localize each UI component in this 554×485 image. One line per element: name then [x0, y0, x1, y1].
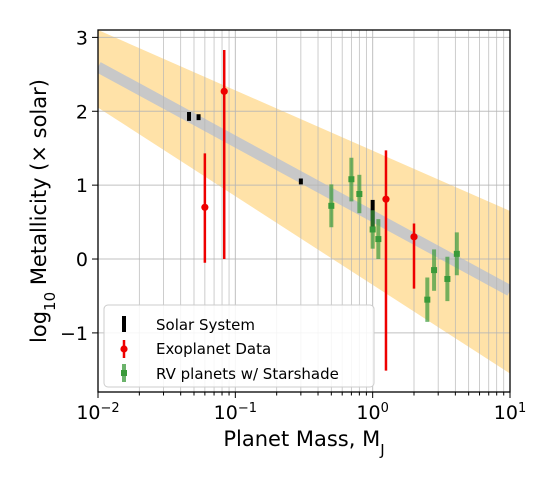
point-rv-planets-w-starshade	[328, 202, 335, 209]
legend-label-solar-system: Solar System	[156, 316, 255, 334]
point-exoplanet-data	[220, 87, 228, 95]
plot-frame	[97, 29, 511, 393]
legend-item-exoplanet-data: Exoplanet Data	[120, 340, 271, 358]
x-tick-label: 101	[494, 401, 526, 425]
y-axis-title: log10 Metallicity (× solar)	[27, 79, 59, 343]
point-exoplanet-data	[201, 203, 209, 211]
best-fit-line	[98, 62, 510, 296]
svg-text:log10 Metallicity (× solar): log10 Metallicity (× solar)	[27, 79, 59, 343]
point-rv-planets-w-starshade	[424, 296, 431, 303]
point-rv-planets-w-starshade	[375, 236, 382, 243]
fit-layer	[98, 30, 510, 374]
legend-box	[103, 304, 375, 388]
legend-item-rv-planets: RV planets w/ Starshade	[121, 364, 339, 383]
x-axis-title: Planet Mass, MJ	[223, 427, 384, 459]
point-rv-planets-w-starshade	[348, 176, 355, 183]
x-tick-label: 10−2	[76, 401, 119, 425]
axis-ticks: 10−2 10−1 100 101 −1 0 1 2 3	[60, 27, 526, 424]
legend-item-solar-system: Solar System	[122, 316, 255, 334]
x-axis-label-sub: J	[379, 441, 384, 459]
point-exoplanet-data	[410, 233, 418, 241]
x-tick-label: 10−1	[214, 401, 257, 425]
legend-label-exoplanet-data: Exoplanet Data	[156, 340, 271, 358]
point-rv-planets-w-starshade	[431, 267, 438, 274]
point-rv-planets-w-starshade	[444, 275, 451, 282]
y-tick-label: 3	[76, 27, 88, 49]
data-points	[187, 49, 460, 371]
y-tick-label: 2	[76, 101, 88, 123]
y-tick-label: 0	[76, 249, 88, 271]
legend: Solar System Exoplanet Data RV planets w…	[103, 304, 375, 388]
confidence-band	[98, 30, 510, 374]
x-tick-label: 100	[356, 401, 388, 425]
point-rv-planets-w-starshade	[356, 191, 363, 198]
legend-marker-rv-planets	[121, 370, 127, 376]
y-axis-label-prefix: log	[27, 311, 51, 343]
legend-label-rv-planets: RV planets w/ Starshade	[156, 365, 339, 383]
y-axis-label-sub: 10	[41, 292, 59, 311]
y-axis-label-rest: Metallicity (× solar)	[27, 79, 51, 292]
point-rv-planets-w-starshade	[369, 226, 376, 233]
legend-marker-exoplanet-data	[120, 345, 128, 353]
y-tick-label: −1	[60, 323, 88, 345]
point-exoplanet-data	[382, 195, 390, 203]
x-axis-label: Planet Mass, M	[223, 427, 380, 451]
point-rv-planets-w-starshade	[453, 250, 460, 257]
svg-text:Planet Mass, MJ: Planet Mass, MJ	[223, 427, 384, 459]
y-tick-label: 1	[76, 175, 88, 197]
